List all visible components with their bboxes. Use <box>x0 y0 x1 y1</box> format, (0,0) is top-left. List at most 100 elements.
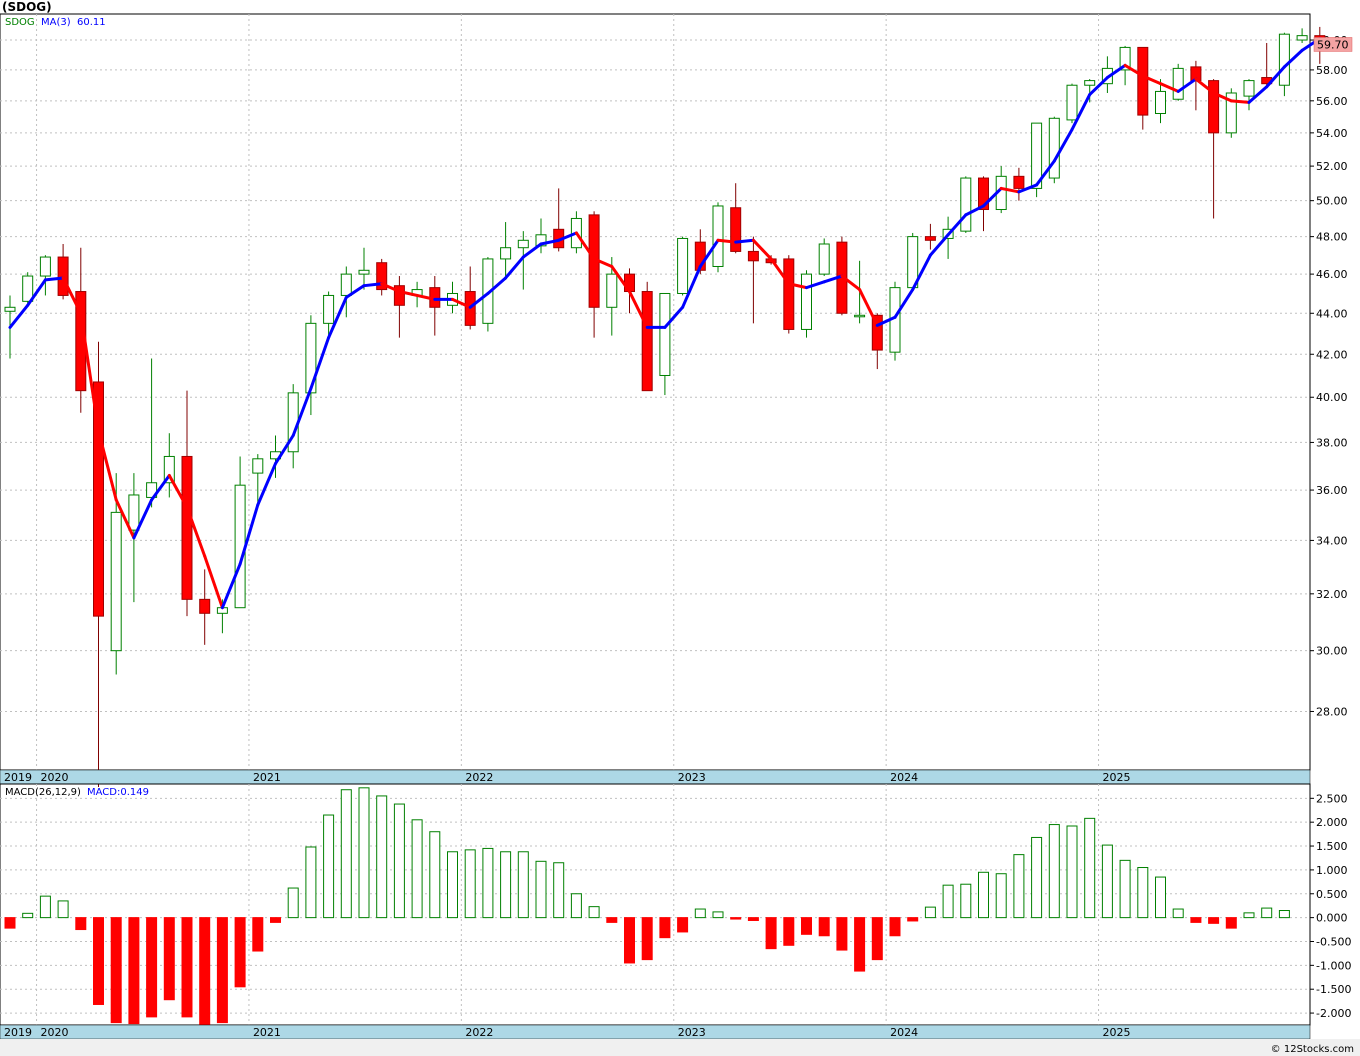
macd-bar-positive <box>1084 817 1096 919</box>
year-label: 2019 <box>4 771 32 784</box>
macd-bar-positive <box>535 860 547 919</box>
macd-bar-positive <box>694 908 706 919</box>
ma-segment <box>256 462 277 507</box>
year-label: 2021 <box>253 771 281 784</box>
ma-segment <box>415 293 437 301</box>
price-tick-label: 58.00 <box>1316 64 1348 77</box>
ma-segment <box>751 238 773 261</box>
ma-segment <box>327 295 348 340</box>
ma-segment <box>1176 77 1198 93</box>
ma-segment <box>185 505 207 558</box>
ma-segment <box>610 264 631 294</box>
price-tick-label: 34.00 <box>1316 534 1348 547</box>
macd-bar-negative <box>606 917 618 923</box>
ma-segment <box>1265 65 1286 89</box>
ma-segment <box>521 242 543 259</box>
price-tick-label: 46.00 <box>1316 268 1348 281</box>
ma-segment <box>911 253 932 292</box>
macd-bar-negative <box>871 917 883 961</box>
ma-segment <box>8 303 30 329</box>
ma-segment <box>769 257 791 286</box>
macd-bar-positive <box>500 851 512 919</box>
candle-up <box>1172 67 1184 100</box>
macd-bar-negative <box>1208 917 1220 924</box>
candle-down <box>181 455 193 600</box>
macd-bar-negative <box>93 917 104 1005</box>
ma-segment <box>1105 63 1127 80</box>
ma-segment <box>504 255 525 280</box>
ma-segment <box>1212 91 1233 103</box>
ma-segment <box>1282 48 1304 69</box>
macd-bar-positive <box>1243 912 1255 919</box>
candle-up <box>305 322 317 394</box>
candle-down <box>641 291 653 392</box>
macd-bar-negative <box>854 917 866 972</box>
ma-segment <box>1088 76 1109 97</box>
price-tick-label: 44.00 <box>1316 307 1348 320</box>
year-label: 2025 <box>1103 1026 1131 1039</box>
year-labels-bottom: 2019 2020 2021 2022 2023 2024 2025 <box>4 1026 1131 1039</box>
candle-down <box>924 236 936 241</box>
macd-bar-negative <box>146 917 158 1018</box>
candle-up <box>252 458 264 474</box>
macd-bar-negative <box>677 917 689 933</box>
macd-bar-positive <box>1278 910 1290 919</box>
ma-segment <box>451 297 472 309</box>
candle-up <box>500 247 512 260</box>
ma-segment <box>114 498 136 540</box>
candle-up <box>1048 117 1060 179</box>
macd-bar-positive <box>340 789 352 919</box>
macd-bar-negative <box>216 917 228 1024</box>
macd-bar-positive <box>305 846 317 919</box>
macd-bar-positive <box>482 847 494 919</box>
macd-tick-label: -2.000 <box>1316 1007 1351 1020</box>
macd-bar-negative <box>128 917 140 1025</box>
ma-segment <box>928 233 950 257</box>
year-label: 2024 <box>890 1026 918 1039</box>
macd-bar-negative <box>907 917 919 922</box>
macd-bar-negative <box>624 917 635 964</box>
macd-bar-negative <box>836 917 848 951</box>
candle-up <box>960 177 972 232</box>
price-grid <box>0 14 1310 770</box>
price-tick-label: 38.00 <box>1316 436 1348 449</box>
ma-segment <box>1159 82 1180 93</box>
candle-down <box>978 177 989 211</box>
candle-up <box>659 292 671 376</box>
macd-bar-positive <box>429 831 441 919</box>
macd-bar-negative <box>252 917 264 952</box>
price-tick-label: 28.00 <box>1316 705 1348 718</box>
year-label: 2025 <box>1103 771 1131 784</box>
candle-up <box>1296 35 1308 41</box>
ma-segment <box>787 282 808 290</box>
candle-up <box>1243 80 1255 97</box>
macd-value-label: MACD:0.149 <box>87 787 149 798</box>
macd-bar-negative <box>110 917 122 1024</box>
candle-down <box>199 598 211 614</box>
macd-label: MACD(26,12,9) <box>5 787 81 798</box>
macd-bar-negative <box>818 917 830 937</box>
candle-up <box>163 455 175 484</box>
candle-down <box>730 207 742 252</box>
year-label: 2020 <box>41 771 69 784</box>
macd-tick-label: 2.000 <box>1316 816 1348 829</box>
footer-bar <box>0 1039 1360 1056</box>
macd-bar-positive <box>978 871 989 919</box>
year-label: 2022 <box>465 771 493 784</box>
candle-up <box>358 269 370 275</box>
macd-bar-positive <box>1048 824 1060 919</box>
macd-bar-positive <box>924 906 936 919</box>
ma-segment <box>468 291 490 309</box>
ma-segment <box>220 562 242 610</box>
ma-segment <box>1035 159 1056 187</box>
candle-down <box>747 250 759 262</box>
macd-histogram <box>4 787 1290 1026</box>
candle-up <box>1225 92 1237 134</box>
ma-segment <box>557 231 578 242</box>
candle-up <box>1119 46 1131 71</box>
macd-bar-positive <box>22 912 34 919</box>
macd-bar-negative <box>163 917 175 1001</box>
macd-bar-negative <box>765 917 777 950</box>
candle-down <box>1137 46 1149 116</box>
